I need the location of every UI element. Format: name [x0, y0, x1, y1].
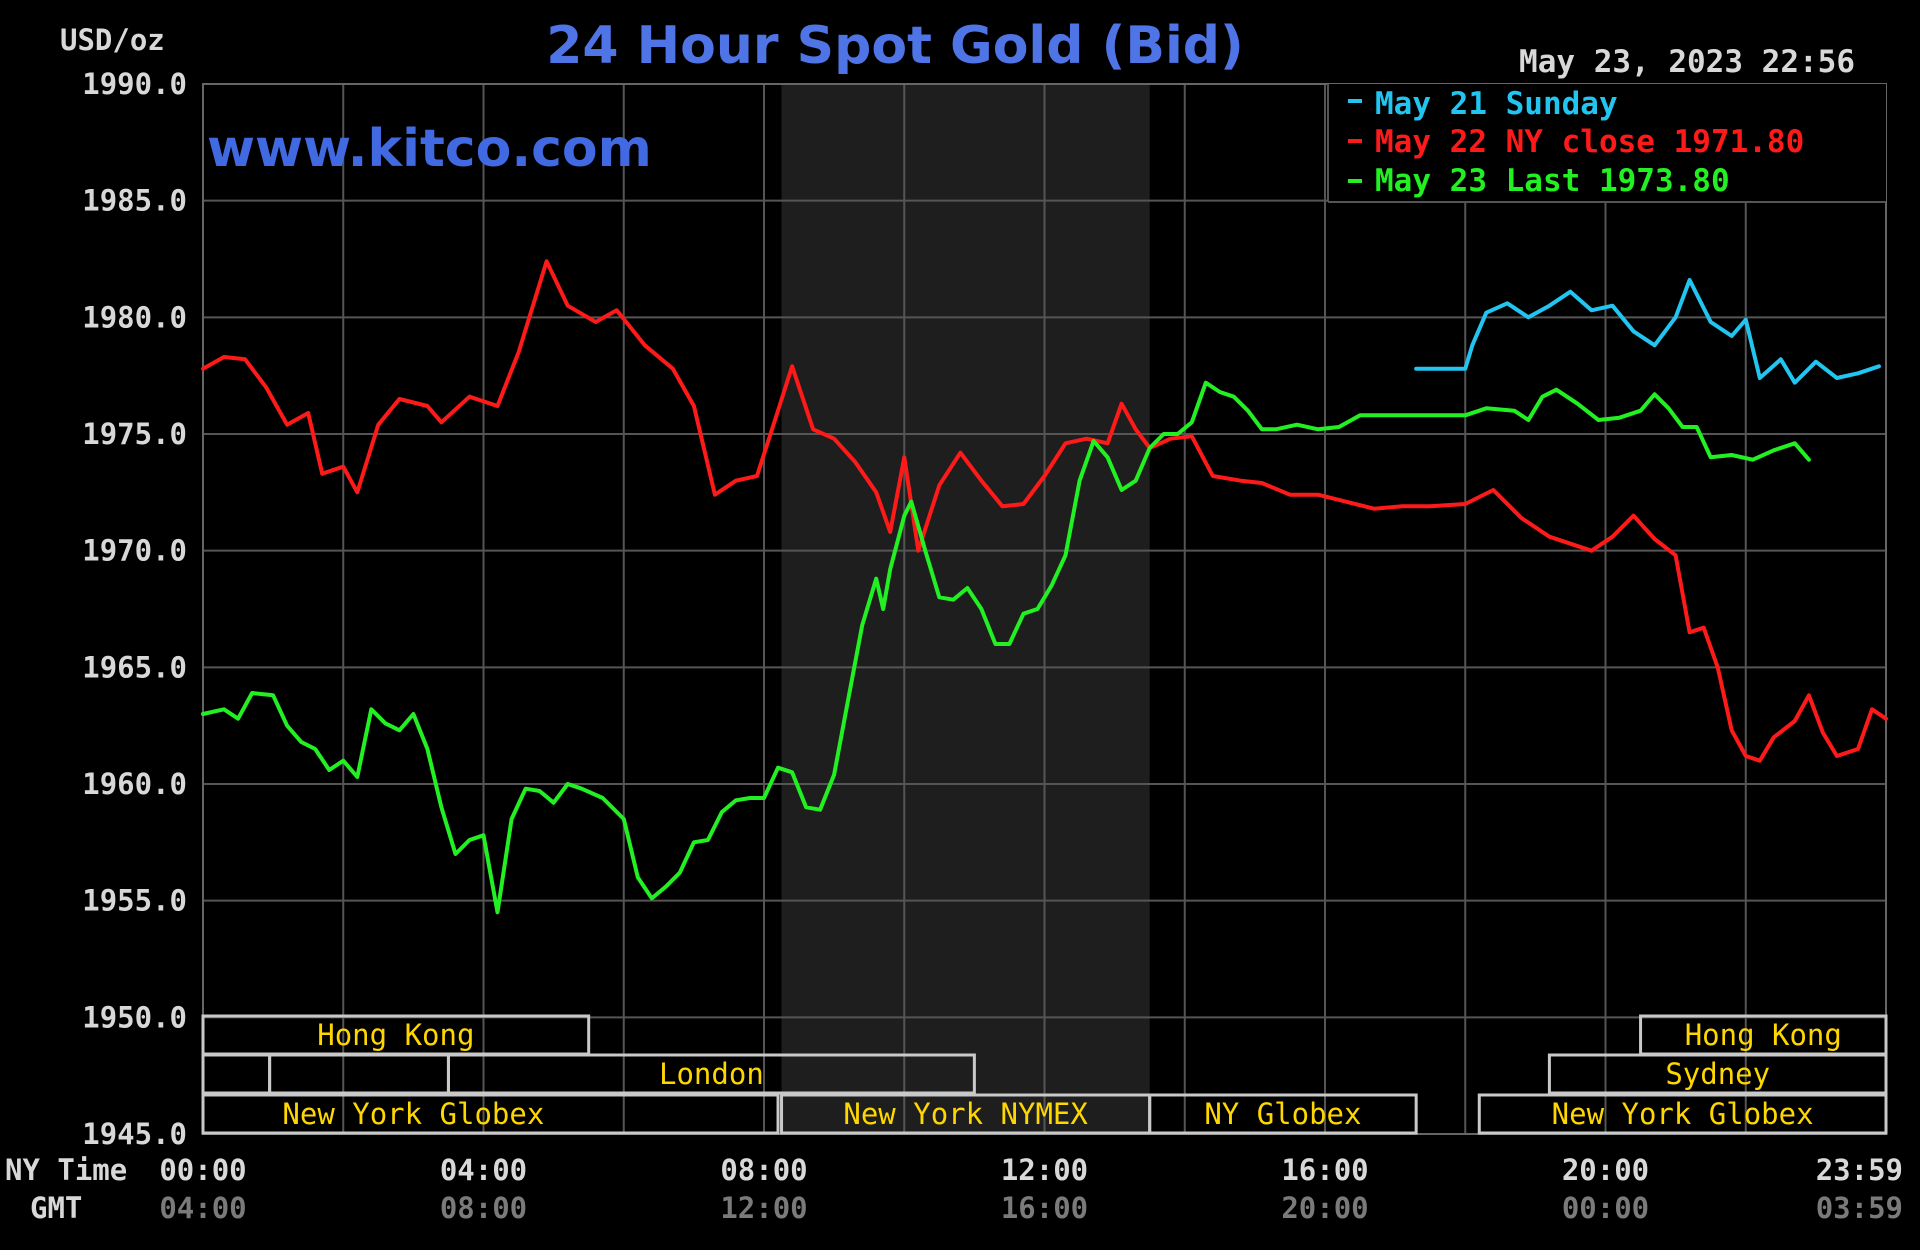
- nymex-shade-layer: [781, 84, 1150, 1134]
- y-tick-label: 1975.0: [82, 417, 187, 451]
- x-tick-gmt: 03:59: [1816, 1191, 1903, 1225]
- y-axis-label: USD/oz: [60, 23, 165, 57]
- timestamp: May 23, 2023 22:56: [1519, 44, 1855, 80]
- x-tick-ny: 08:00: [720, 1153, 807, 1187]
- y-tick-label: 1980.0: [82, 300, 187, 334]
- session-label: Sydney: [1665, 1057, 1770, 1091]
- session-box: [1477, 1093, 1888, 1135]
- y-tick-label: 1945.0: [82, 1117, 187, 1151]
- x-tick-gmt: 20:00: [1281, 1191, 1368, 1225]
- ny-time-label: NY Time: [5, 1153, 127, 1187]
- x-tick-ny: 20:00: [1562, 1153, 1649, 1187]
- gmt-label: GMT: [30, 1191, 82, 1225]
- session-box: [201, 1093, 780, 1135]
- y-tick-label: 1965.0: [82, 650, 187, 684]
- nymex-session-shade: [781, 84, 1150, 1134]
- legend-label-may23: May 23 Last 1973.80: [1375, 163, 1730, 199]
- session-label: NY Globex: [1204, 1097, 1361, 1131]
- legend-background: [1328, 84, 1886, 202]
- legend-label-may22: May 22 NY close 1971.80: [1375, 124, 1804, 160]
- series-line-0: [1414, 278, 1881, 385]
- y-tick-label: 1970.0: [82, 534, 187, 568]
- x-tick-gmt: 04:00: [159, 1191, 246, 1225]
- session-label: New York Globex: [282, 1097, 544, 1131]
- y-tick-label: 1985.0: [82, 184, 187, 218]
- x-tick-ny: 12:00: [1001, 1153, 1088, 1187]
- x-tick-gmt: 16:00: [1001, 1191, 1088, 1225]
- session-label: New York Globex: [1552, 1097, 1814, 1131]
- website-watermark: www.kitco.com: [207, 119, 652, 179]
- x-tick-gmt: 00:00: [1562, 1191, 1649, 1225]
- x-tick-ny: 23:59: [1816, 1153, 1903, 1187]
- session-box: [446, 1053, 976, 1095]
- session-label: London: [659, 1057, 764, 1091]
- x-tick-ny: 04:00: [440, 1153, 527, 1187]
- x-tick-gmt: 12:00: [720, 1191, 807, 1225]
- session-layer: Hong Kong Hong Kong London Sydney New York G…: [201, 1014, 1888, 1135]
- x-tick-ny: 00:00: [159, 1153, 246, 1187]
- series-line-2: [201, 380, 1811, 915]
- session-label: Hong Kong: [1685, 1018, 1842, 1052]
- x-tick-ny: 16:00: [1281, 1153, 1368, 1187]
- chart-title: 24 Hour Spot Gold (Bid): [546, 16, 1244, 76]
- y-tick-label: 1950.0: [82, 1000, 187, 1034]
- legend: May 21 Sunday May 22 NY close 1971.80 Ma…: [1327, 84, 1886, 203]
- session-box: [1547, 1053, 1888, 1095]
- legend-label-may21: May 21 Sunday: [1375, 86, 1618, 122]
- legend-entry-may22: May 22 NY close 1971.80: [1348, 124, 1804, 160]
- session-label: Hong Kong: [317, 1018, 474, 1052]
- y-tick-label: 1990.0: [82, 67, 187, 101]
- y-tick-label: 1960.0: [82, 767, 187, 801]
- axis-layer: 1990.0 1985.0 1980.0 1975.0 1970.0 1965.0 1960…: [82, 67, 1903, 1225]
- y-tick-label: 1955.0: [82, 884, 187, 918]
- legend-entry-may23: May 23 Last 1973.80: [1348, 163, 1730, 199]
- x-tick-gmt: 08:00: [440, 1191, 527, 1225]
- legend-entry-may21: May 21 Sunday: [1348, 86, 1618, 122]
- session-label: New York NYMEX: [843, 1097, 1088, 1131]
- session-box: [1148, 1093, 1418, 1135]
- series-line-1: [201, 259, 1888, 763]
- series-layer: [201, 259, 1888, 915]
